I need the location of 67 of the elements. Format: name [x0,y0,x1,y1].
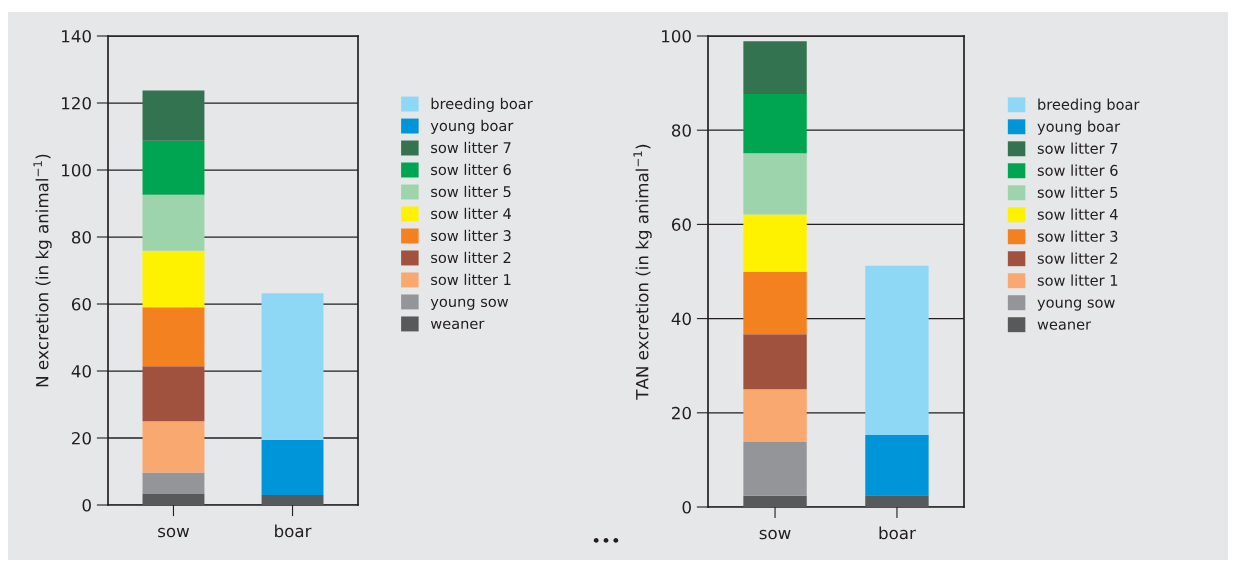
bar [142,307,205,367]
bar [743,495,807,507]
y-tick-label: 100 [662,29,691,43]
legend-label: young sow [430,298,509,310]
bar [142,421,205,473]
y-axis-title: N excretion (in kg animal$^{−1}$) [33,154,52,387]
bar [142,493,205,505]
x-tick-label: sow [158,527,190,538]
bar [743,389,807,442]
y-tick-label: 120 [62,96,91,110]
y-tick-label: 140 [62,29,91,43]
y-tick-label: 60 [671,218,691,231]
legend-label: young boar [430,119,514,134]
bar [865,495,929,507]
legend-label: weaner [430,320,485,330]
legend-label: sow litter 1 [1037,274,1118,286]
legend-label: young sow [1037,299,1115,311]
bar [142,472,205,494]
legend-label: weaner [1037,321,1092,330]
bar [142,140,205,195]
bar [743,93,807,154]
legend-label: breeding boar [431,97,533,112]
y-tick-label: 40 [671,312,691,326]
legend-label: sow litter 2 [431,251,511,264]
y-tick-label: 40 [71,364,91,378]
legend-label: breeding boar [1038,98,1140,113]
legend-label: sow litter 4 [431,207,511,220]
legend-label: sow litter 5 [1037,186,1118,198]
legend-label: sow litter 5 [431,185,511,198]
legend-label: sow litter 1 [431,273,511,286]
bar [142,194,205,251]
bar [142,90,205,141]
y-tick-label: 0 [682,500,691,514]
legend-label: sow litter 4 [1037,208,1118,220]
legend-label: sow litter 3 [1037,230,1118,242]
legend-label: sow litter 6 [431,163,511,176]
legend-label: sow litter 7 [431,141,511,154]
bar [743,334,807,390]
y-tick-label: 60 [71,297,91,311]
bar [743,271,807,335]
bar [261,439,324,495]
bar [865,265,929,435]
bar [142,250,205,308]
legend-label: young boar [1037,120,1121,135]
legend-label: sow litter 7 [1037,142,1118,154]
y-tick-label: 100 [62,163,91,177]
legend-label: sow litter 2 [1037,252,1118,264]
bar [142,366,205,422]
text: ••• [593,538,619,543]
y-tick-label: 20 [672,406,691,420]
y-tick-label: 80 [671,124,691,137]
y-tick-label: 20 [72,431,91,445]
bar [743,442,807,496]
y-tick-label: 80 [71,230,91,244]
bar [743,153,807,215]
bar [261,293,324,440]
bar [743,41,807,94]
legend-label: sow litter 3 [431,229,511,242]
bar [865,434,929,496]
legend-label: sow litter 6 [1037,164,1118,176]
y-tick-label: 0 [82,498,91,512]
x-tick-label: boar [275,524,312,538]
bar [261,494,324,505]
x-tick-label: boar [879,526,916,540]
y-axis-title: TAN excretion (in kg animal$^{−1}$) [633,144,652,400]
bar [743,214,807,272]
x-tick-label: sow [759,529,791,540]
